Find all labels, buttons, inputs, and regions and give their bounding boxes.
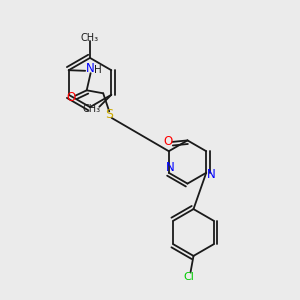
Text: N: N bbox=[166, 161, 175, 175]
Text: N: N bbox=[207, 168, 215, 181]
Text: S: S bbox=[106, 108, 113, 122]
Text: O: O bbox=[164, 135, 173, 148]
Text: CH₃: CH₃ bbox=[81, 33, 99, 43]
Text: H: H bbox=[94, 65, 102, 75]
Text: N: N bbox=[86, 62, 95, 75]
Text: Cl: Cl bbox=[184, 272, 194, 282]
Text: CH₃: CH₃ bbox=[83, 104, 101, 114]
Text: O: O bbox=[67, 91, 76, 104]
